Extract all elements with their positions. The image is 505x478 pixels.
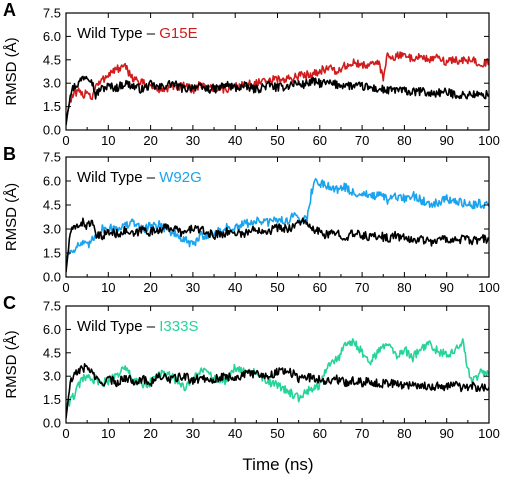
x-tick-label: 10 bbox=[101, 133, 115, 148]
y-tick-label: 6.0 bbox=[43, 29, 61, 44]
x-tick-label: 90 bbox=[439, 426, 453, 441]
x-tick-label: 10 bbox=[101, 280, 115, 295]
panel-letter: C bbox=[3, 293, 16, 313]
series-line-wild-type bbox=[66, 362, 489, 419]
y-tick-label: 0.0 bbox=[43, 416, 61, 431]
y-tick-label: 4.5 bbox=[43, 198, 61, 213]
x-tick-label: 80 bbox=[397, 133, 411, 148]
x-tick-label: 0 bbox=[62, 133, 69, 148]
y-axis-title: RMSD (Å) bbox=[3, 183, 20, 251]
panel-letter: B bbox=[3, 144, 16, 164]
chart-panel-c: C RMSD (Å) 0 10 20 30 40 50 60 70 80 90 100 0.0 1.5 3.0… bbox=[3, 293, 500, 441]
legend-wild-type: Wild Type – bbox=[77, 25, 159, 42]
y-tick-label: 4.5 bbox=[43, 52, 61, 67]
y-tick-label: 1.5 bbox=[43, 99, 61, 114]
x-tick-label: 30 bbox=[186, 280, 200, 295]
legend-wild-type: Wild Type – bbox=[77, 318, 159, 335]
chart-panel-a: A RMSD (Å) 0 10 20 30 40 50 60 70 80 90 100 0.0 1.5 3.0… bbox=[3, 0, 500, 148]
y-axis-title: RMSD (Å) bbox=[3, 330, 20, 398]
y-tick-label: 6.0 bbox=[43, 174, 61, 189]
x-tick-label: 0 bbox=[62, 426, 69, 441]
chart-panel-b: B RMSD (Å) 0 10 20 30 40 50 60 70 80 90 100 0.0 1.5 3.0… bbox=[3, 144, 500, 295]
x-tick-label: 70 bbox=[355, 280, 369, 295]
series-line-wild-type bbox=[66, 75, 489, 126]
legend-mutant: I333S bbox=[159, 318, 198, 335]
y-tick-label: 7.5 bbox=[43, 299, 61, 314]
series-line-wild-type bbox=[66, 217, 489, 273]
x-tick-label: 70 bbox=[355, 133, 369, 148]
x-tick-label: 100 bbox=[478, 280, 500, 295]
y-tick-label: 0.0 bbox=[43, 270, 61, 285]
x-tick-label: 60 bbox=[313, 426, 327, 441]
y-tick-label: 1.5 bbox=[43, 392, 61, 407]
y-tick-label: 1.5 bbox=[43, 246, 61, 261]
x-tick-label: 30 bbox=[186, 133, 200, 148]
x-tick-label: 90 bbox=[439, 133, 453, 148]
y-tick-label: 3.0 bbox=[43, 76, 61, 91]
x-tick-label: 40 bbox=[228, 280, 242, 295]
legend: Wild Type – W92G bbox=[77, 169, 202, 186]
x-tick-label: 20 bbox=[143, 426, 157, 441]
x-tick-label: 50 bbox=[270, 133, 284, 148]
x-axis-title: Time (ns) bbox=[242, 455, 313, 474]
x-tick-label: 30 bbox=[186, 426, 200, 441]
x-tick-label: 20 bbox=[143, 133, 157, 148]
x-tick-label: 50 bbox=[270, 280, 284, 295]
y-axis-title: RMSD (Å) bbox=[3, 37, 20, 105]
x-tick-label: 70 bbox=[355, 426, 369, 441]
x-tick-label: 40 bbox=[228, 133, 242, 148]
x-tick-label: 20 bbox=[143, 280, 157, 295]
y-tick-label: 0.0 bbox=[43, 123, 61, 138]
y-tick-label: 4.5 bbox=[43, 345, 61, 360]
legend-mutant: G15E bbox=[159, 25, 197, 42]
x-tick-label: 80 bbox=[397, 426, 411, 441]
legend-mutant: W92G bbox=[159, 169, 202, 186]
x-tick-label: 40 bbox=[228, 426, 242, 441]
y-tick-label: 3.0 bbox=[43, 222, 61, 237]
y-tick-label: 7.5 bbox=[43, 150, 61, 165]
x-tick-label: 100 bbox=[478, 133, 500, 148]
x-tick-label: 10 bbox=[101, 426, 115, 441]
x-tick-label: 50 bbox=[270, 426, 284, 441]
series-line-w92g bbox=[66, 178, 489, 259]
legend: Wild Type – I333S bbox=[77, 318, 198, 335]
legend-wild-type: Wild Type – bbox=[77, 169, 159, 186]
series-line-g15e bbox=[66, 51, 489, 121]
legend: Wild Type – G15E bbox=[77, 25, 198, 42]
y-tick-label: 7.5 bbox=[43, 6, 61, 21]
x-tick-label: 60 bbox=[313, 280, 327, 295]
panel-letter: A bbox=[3, 0, 16, 20]
y-tick-label: 6.0 bbox=[43, 322, 61, 337]
x-tick-label: 60 bbox=[313, 133, 327, 148]
x-tick-label: 80 bbox=[397, 280, 411, 295]
y-tick-label: 3.0 bbox=[43, 369, 61, 384]
x-tick-label: 0 bbox=[62, 280, 69, 295]
series-line-i333s bbox=[66, 338, 489, 407]
x-tick-label: 100 bbox=[478, 426, 500, 441]
x-tick-label: 90 bbox=[439, 280, 453, 295]
